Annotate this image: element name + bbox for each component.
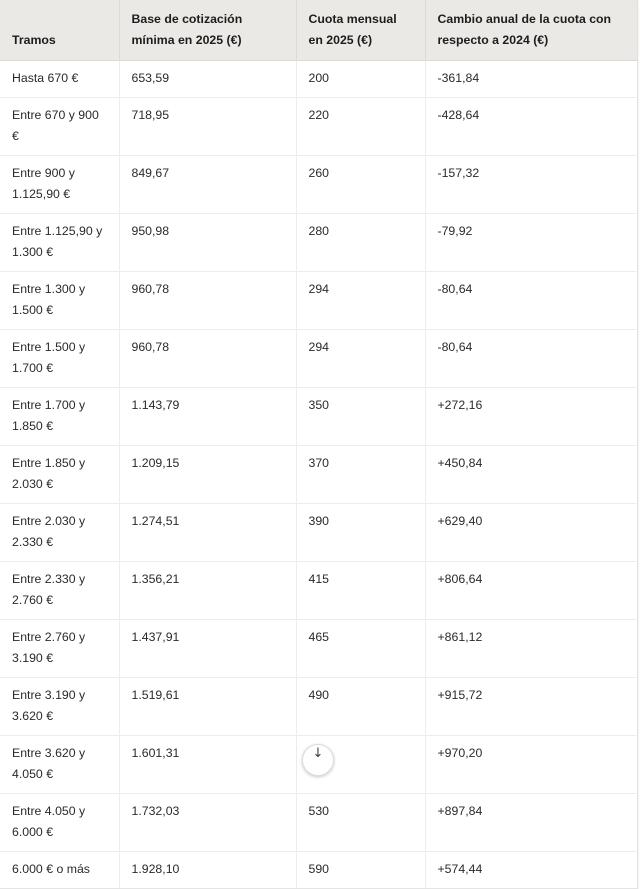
cell-tramos: Entre 3.190 y 3.620 €: [0, 677, 120, 736]
cell-base: 1.519,61: [119, 677, 297, 736]
cell-cambio: +806,64: [425, 561, 637, 620]
cell-base: 718,95: [119, 97, 297, 156]
cell-base: 1.732,03: [119, 793, 297, 852]
cell-tramos: Entre 1.700 y 1.850 €: [0, 387, 120, 446]
cell-cambio: -80,64: [425, 329, 637, 388]
table-header: Tramos Base de cotización mínima en 2025…: [0, 0, 637, 61]
cell-tramos: Entre 3.620 y 4.050 €: [0, 735, 120, 794]
cell-tramos: Entre 1.300 y 1.500 €: [0, 271, 120, 330]
cell-base: 1.209,15: [119, 445, 297, 504]
cell-cuota: 294: [296, 271, 426, 330]
cell-base: 1.601,31: [119, 735, 297, 794]
cell-base: 1.274,51: [119, 503, 297, 562]
cell-cuota: 200: [296, 60, 426, 98]
table-row: Entre 2.760 y 3.190 €1.437,91 465 +861,12: [0, 619, 637, 678]
cell-tramos: Entre 900 y 1.125,90 €: [0, 155, 120, 214]
table-row: 6.000 € o más 1.928,10 590 +574,44: [0, 851, 637, 889]
cell-cuota: 465: [296, 619, 426, 678]
cell-cambio: -361,84: [425, 60, 637, 98]
table-row: Entre 670 y 900 €718,95 220 -428,64: [0, 97, 637, 156]
table-row: Entre 2.330 y 2.760 €1.356,21 415 +806,64: [0, 561, 637, 620]
cell-base: 1.143,79: [119, 387, 297, 446]
cell-cambio: +629,40: [425, 503, 637, 562]
download-button[interactable]: ↓: [302, 744, 334, 776]
cell-cuota: 530: [296, 793, 426, 852]
cell-tramos: Entre 2.030 y 2.330 €: [0, 503, 120, 562]
column-header-cuota-mensual: Cuota mensual en 2025 (€): [296, 0, 426, 61]
table-row: Entre 1.850 y 2.030 €1.209,15 370 +450,84: [0, 445, 637, 504]
table-row: Entre 1.500 y 1.700 €960,78 294 -80,64: [0, 329, 637, 388]
cell-cuota: 390: [296, 503, 426, 562]
table-row: Hasta 670 €653,59 200 -361,84: [0, 60, 637, 98]
column-header-cambio-anual: Cambio anual de la cuota con respecto a …: [425, 0, 637, 61]
cell-tramos: Entre 1.850 y 2.030 €: [0, 445, 120, 504]
cell-tramos: Entre 4.050 y 6.000 €: [0, 793, 120, 852]
cell-tramos: Entre 1.500 y 1.700 €: [0, 329, 120, 388]
cell-cuota: 220: [296, 97, 426, 156]
cell-base: 1.928,10: [119, 851, 297, 889]
cell-cuota: 280: [296, 213, 426, 272]
download-icon: ↓: [312, 746, 324, 761]
cell-base: 849,67: [119, 155, 297, 214]
table-row: Entre 3.190 y 3.620 €1.519,61 490 +915,72: [0, 677, 637, 736]
table-row: Entre 2.030 y 2.330 €1.274,51 390 +629,40: [0, 503, 637, 562]
cell-cambio: +272,16: [425, 387, 637, 446]
column-header-tramos: Tramos: [0, 0, 120, 61]
cell-tramos: Entre 670 y 900 €: [0, 97, 120, 156]
cell-base: 950,98: [119, 213, 297, 272]
cell-cambio: +574,44: [425, 851, 637, 889]
cell-tramos: Entre 2.760 y 3.190 €: [0, 619, 120, 678]
cell-cambio: -157,32: [425, 155, 637, 214]
table-row: Entre 1.300 y 1.500 €960,78 294 -80,64: [0, 271, 637, 330]
cell-cambio: -80,64: [425, 271, 637, 330]
cell-base: 1.356,21: [119, 561, 297, 620]
cell-tramos: Entre 2.330 y 2.760 €: [0, 561, 120, 620]
cell-base: 960,78: [119, 329, 297, 388]
cell-cambio: +970,20: [425, 735, 637, 794]
cell-cuota: 590: [296, 851, 426, 889]
cell-cambio: +450,84: [425, 445, 637, 504]
cell-cambio: +861,12: [425, 619, 637, 678]
table-row: Entre 4.050 y 6.000 €1.732,03 530 +897,84: [0, 793, 637, 852]
table-row: Entre 1.700 y 1.850 €1.143,79 350 +272,16: [0, 387, 637, 446]
cell-cuota: 350: [296, 387, 426, 446]
cell-tramos: 6.000 € o más: [0, 851, 120, 889]
cell-cambio: -79,92: [425, 213, 637, 272]
cell-tramos: Entre 1.125,90 y 1.300 €: [0, 213, 120, 272]
column-header-base-cotizacion: Base de cotización mínima en 2025 (€): [119, 0, 297, 61]
cell-tramos: Hasta 670 €: [0, 60, 120, 98]
table-header-row: Tramos Base de cotización mínima en 2025…: [0, 0, 637, 61]
cell-cambio: +897,84: [425, 793, 637, 852]
cell-cuota: 370: [296, 445, 426, 504]
cell-cuota: 415: [296, 561, 426, 620]
cell-cambio: +915,72: [425, 677, 637, 736]
cell-cuota: 490: [296, 677, 426, 736]
cell-base: 1.437,91: [119, 619, 297, 678]
cell-cambio: -428,64: [425, 97, 637, 156]
cell-cuota: 294: [296, 329, 426, 388]
cell-base: 960,78: [119, 271, 297, 330]
cell-cuota: 260: [296, 155, 426, 214]
table-row: Entre 900 y 1.125,90 €849,67 260 -157,32: [0, 155, 637, 214]
cell-base: 653,59: [119, 60, 297, 98]
table-row: Entre 1.125,90 y 1.300 €950,98 280 -79,92: [0, 213, 637, 272]
